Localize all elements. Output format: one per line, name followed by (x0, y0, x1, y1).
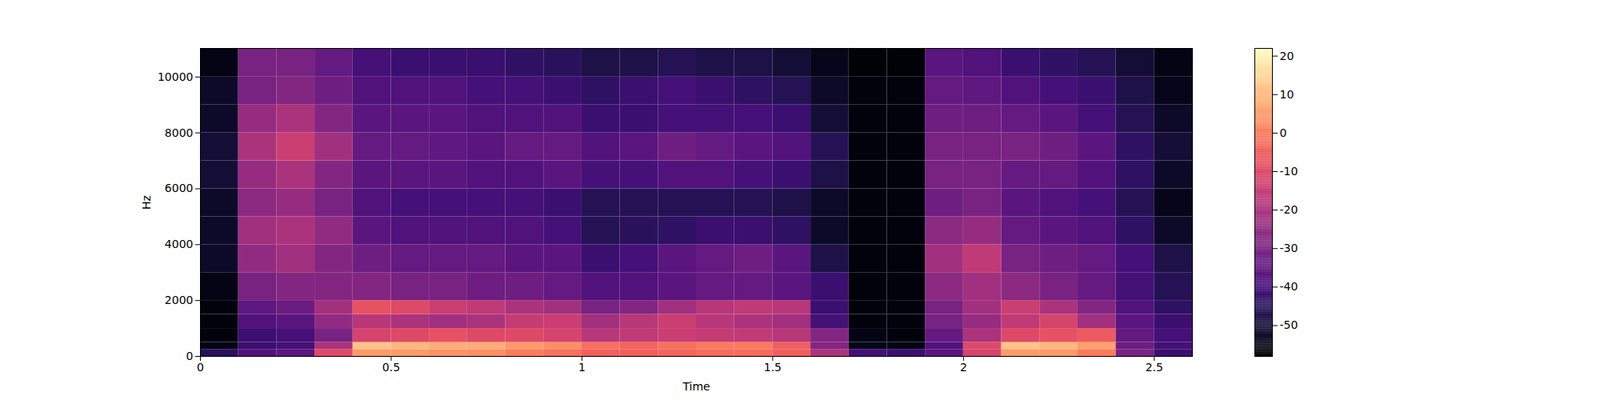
svg-text:20: 20 (1280, 49, 1295, 63)
svg-text:2.5: 2.5 (1145, 360, 1164, 374)
svg-text:0: 0 (196, 360, 204, 374)
svg-text:1: 1 (578, 360, 586, 374)
svg-text:10: 10 (1280, 88, 1295, 101)
svg-text:0: 0 (186, 349, 194, 363)
svg-text:6000: 6000 (164, 181, 194, 195)
svg-text:8000: 8000 (164, 126, 194, 140)
svg-text:-30: -30 (1280, 241, 1299, 255)
svg-text:2: 2 (960, 360, 968, 374)
svg-text:1.5: 1.5 (764, 360, 782, 374)
svg-text:4000: 4000 (164, 237, 194, 251)
svg-text:2000: 2000 (164, 293, 194, 307)
svg-text:-40: -40 (1280, 280, 1299, 293)
svg-text:-10: -10 (1280, 164, 1299, 178)
svg-text:Time: Time (681, 380, 710, 393)
svg-text:0: 0 (1280, 126, 1288, 140)
svg-text:0.5: 0.5 (382, 360, 400, 374)
svg-text:-50: -50 (1280, 318, 1299, 332)
svg-text:10000: 10000 (157, 70, 194, 84)
svg-text:-20: -20 (1280, 203, 1299, 216)
svg-text:Hz: Hz (140, 195, 153, 210)
